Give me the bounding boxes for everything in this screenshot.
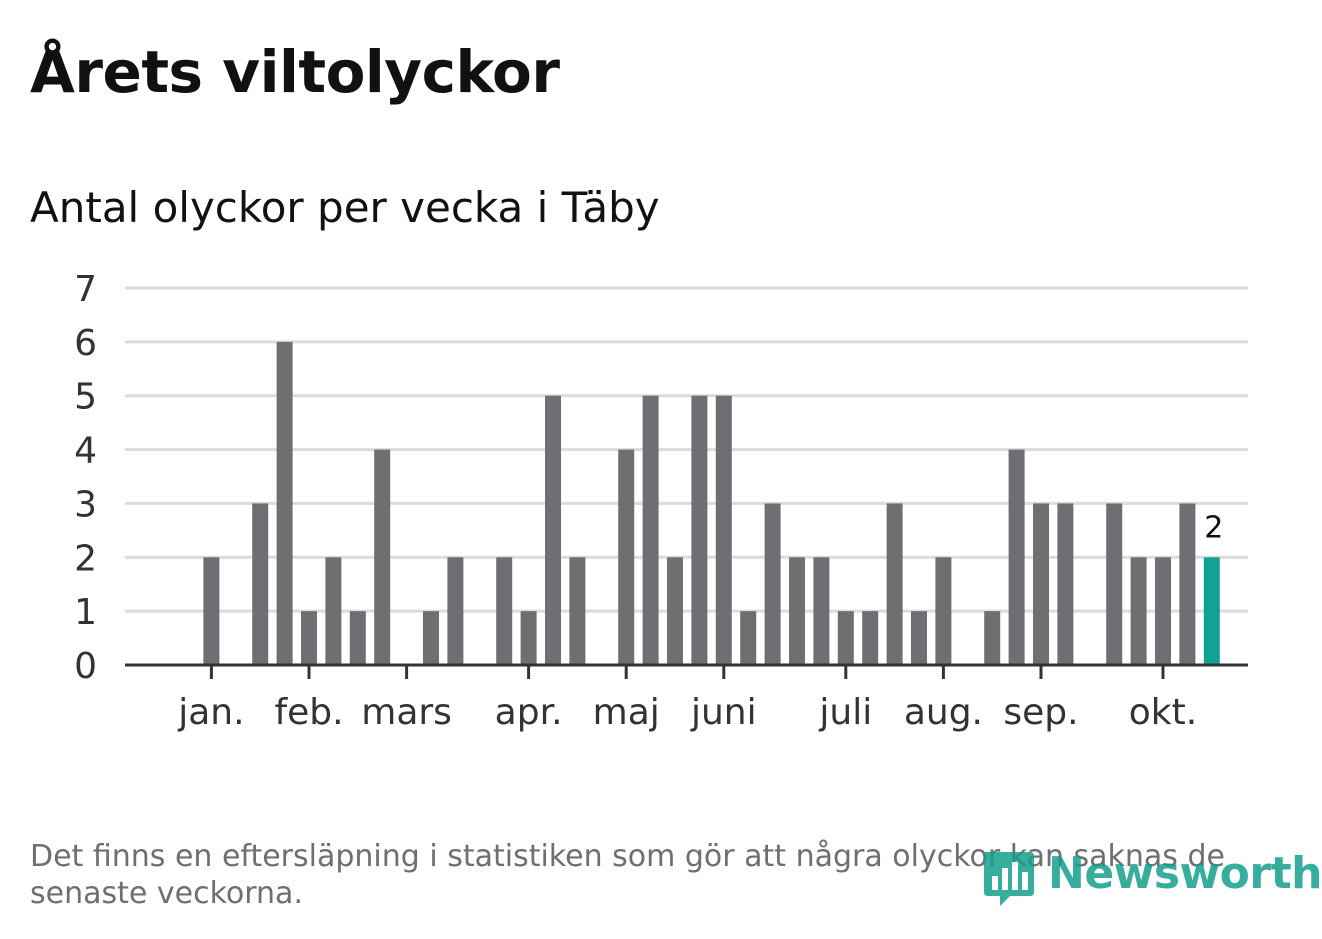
bar [252,503,269,665]
y-tick-label: 1 [74,592,97,633]
bars [203,341,1220,665]
y-tick-label: 0 [74,646,97,687]
bar [911,611,927,665]
y-axis-ticks: 0 1 2 3 4 5 6 7 [74,269,97,687]
bar [447,557,464,665]
bar [715,395,732,665]
bar [862,611,879,665]
bar [496,557,513,665]
x-tick-label: juni [690,692,757,733]
x-tick-label: feb. [274,692,343,733]
bar [935,557,952,665]
bar [764,503,781,665]
bar [667,557,683,665]
x-tick-label: aug. [904,692,983,733]
bar [1179,503,1196,665]
newsworthy-logo-text: Newsworthy [1048,848,1322,899]
bar [813,557,830,665]
x-axis: jan. feb. mars apr. maj juni juli aug. sep. okt. [125,663,1248,733]
bar [642,395,659,665]
gridlines [125,286,1248,613]
newsworthy-bar-chart-icon [984,852,1034,906]
x-tick-label: okt. [1129,692,1197,733]
bar [1130,557,1147,665]
bar [569,557,586,665]
bar [1155,557,1171,665]
x-tick-label: apr. [495,692,563,733]
bar [374,449,391,665]
bar [1057,503,1074,665]
bar [740,611,757,665]
chart-title: Årets viltolyckor [30,38,560,106]
bar [1008,449,1025,665]
bar [325,557,342,665]
bar [301,611,317,665]
x-tick-label: sep. [1003,692,1078,733]
bar [789,557,805,665]
bar [520,611,537,665]
bar [886,503,903,665]
x-tick-label: maj [593,692,660,733]
bar [691,395,708,665]
bar [276,341,293,665]
bar [349,611,366,665]
y-tick-label: 3 [74,484,97,525]
bar [545,395,561,665]
y-tick-label: 6 [74,323,97,364]
bar [984,611,1001,665]
y-tick-label: 5 [74,377,97,418]
bar [837,611,854,665]
y-tick-label: 7 [74,269,97,310]
bar [203,557,220,665]
bar-chart: 0 1 2 3 4 5 6 7 jan. feb. mars apr. maj juni juli aug.… [74,269,1248,733]
bar [423,611,439,665]
x-tick-label: mars [361,692,452,733]
data-labels: 2 [1204,510,1223,545]
bar-latest-week [1203,557,1220,665]
y-tick-label: 4 [74,431,97,472]
bar [618,449,635,665]
x-tick-label: juli [818,692,872,733]
chart-subtitle: Antal olyckor per vecka i Täby [30,183,660,232]
bar [1106,503,1123,665]
y-tick-label: 2 [74,538,97,579]
latest-value-label: 2 [1204,510,1223,545]
x-tick-label: jan. [177,692,244,733]
bar [1033,503,1049,665]
